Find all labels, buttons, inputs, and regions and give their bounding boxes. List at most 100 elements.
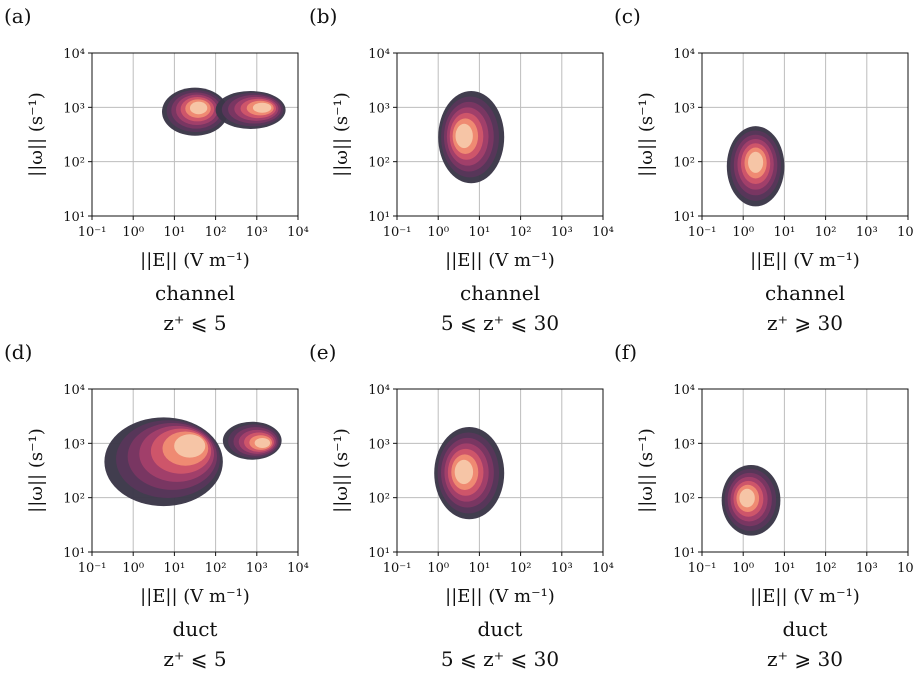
x-tick-label: 10⁴ (897, 225, 914, 240)
x-tick-label: 10⁰ (732, 225, 754, 240)
density-contour (254, 437, 271, 448)
y-tick-label: 10⁴ (63, 383, 85, 398)
panel-caption: duct (173, 617, 218, 641)
panel-subcaption: z⁺ ⩾ 30 (767, 647, 843, 671)
panel-subcaption: 5 ⩽ z⁺ ⩽ 30 (441, 311, 559, 335)
panel-caption: channel (765, 281, 845, 305)
x-tick-label: 10² (815, 561, 837, 576)
y-axis-label: ||ω|| (s⁻¹) (26, 92, 47, 177)
panel-caption: duct (783, 617, 828, 641)
density-contour (748, 151, 764, 173)
axes-frame (91, 388, 299, 553)
panel-3: 10⁻¹ 10⁰ 10¹ 10² 10³ 10⁴ 10¹ 10² 10³ 10⁴ ||E|| (V … (4, 340, 309, 671)
x-tick-label: 10¹ (774, 225, 796, 240)
x-tick-label: 10⁰ (122, 225, 144, 240)
axes-frame (701, 52, 909, 217)
y-tick-label: 10² (673, 492, 695, 507)
x-tick-label: 10² (815, 225, 837, 240)
panel-label: (a) (4, 4, 32, 28)
x-tick-label: 10⁻¹ (78, 561, 107, 576)
y-axis-label: ||ω|| (s⁻¹) (636, 428, 657, 513)
axes-frame (91, 52, 299, 217)
panel-caption: channel (460, 281, 540, 305)
x-tick-label: 10¹ (774, 561, 796, 576)
density-contour (189, 101, 208, 115)
y-tick-label: 10¹ (368, 546, 390, 561)
panel-subcaption: 5 ⩽ z⁺ ⩽ 30 (441, 647, 559, 671)
y-tick-label: 10¹ (368, 210, 390, 225)
density-contour (739, 488, 755, 508)
x-axis-label: ||E|| (V m⁻¹) (445, 586, 555, 607)
x-tick-label: 10⁴ (897, 561, 914, 576)
density-contour (454, 459, 474, 485)
x-tick-label: 10² (205, 225, 227, 240)
y-tick-label: 10⁴ (673, 383, 695, 398)
x-tick-label: 10³ (246, 561, 268, 576)
x-tick-label: 10¹ (469, 561, 491, 576)
x-axis-label: ||E|| (V m⁻¹) (750, 250, 860, 271)
y-tick-label: 10¹ (673, 546, 695, 561)
panel-label: (d) (4, 340, 32, 364)
x-tick-label: 10⁰ (427, 561, 449, 576)
panel-5: 10⁻¹ 10⁰ 10¹ 10² 10³ 10⁴ 10¹ 10² 10³ 10⁴ ||E|| (V … (614, 340, 914, 671)
x-axis-label: ||E|| (V m⁻¹) (750, 586, 860, 607)
x-tick-label: 10¹ (469, 225, 491, 240)
x-tick-label: 10⁴ (287, 225, 309, 240)
x-tick-label: 10⁴ (592, 561, 614, 576)
y-axis-label: ||ω|| (s⁻¹) (331, 428, 352, 513)
x-tick-label: 10⁰ (122, 561, 144, 576)
y-tick-label: 10⁴ (368, 47, 390, 62)
y-axis-label: ||ω|| (s⁻¹) (636, 92, 657, 177)
x-tick-label: 10³ (246, 225, 268, 240)
x-tick-label: 10⁻¹ (383, 225, 412, 240)
density-contour (174, 434, 206, 458)
y-tick-label: 10¹ (63, 546, 85, 561)
density-contour (455, 123, 473, 149)
y-tick-label: 10³ (368, 437, 390, 452)
panel-subcaption: z⁺ ⩽ 5 (163, 647, 226, 671)
panel-caption: duct (478, 617, 523, 641)
density-contour (252, 102, 272, 113)
y-tick-label: 10² (673, 156, 695, 171)
x-axis-label: ||E|| (V m⁻¹) (140, 250, 250, 271)
y-tick-label: 10⁴ (368, 383, 390, 398)
panel-label: (e) (309, 340, 336, 364)
x-tick-label: 10⁴ (592, 225, 614, 240)
panel-0: 10⁻¹ 10⁰ 10¹ 10² 10³ 10⁴ 10¹ 10² 10³ 10⁴ ||E|| (V … (4, 4, 309, 335)
axes-frame (396, 52, 604, 217)
y-tick-label: 10³ (63, 437, 85, 452)
x-tick-label: 10⁻¹ (78, 225, 107, 240)
x-tick-label: 10⁻¹ (688, 561, 717, 576)
panel-2: 10⁻¹ 10⁰ 10¹ 10² 10³ 10⁴ 10¹ 10² 10³ 10⁴ ||E|| (V … (614, 4, 914, 335)
x-tick-label: 10² (205, 561, 227, 576)
axes-frame (396, 388, 604, 553)
panel-label: (c) (614, 4, 641, 28)
y-axis-label: ||ω|| (s⁻¹) (26, 428, 47, 513)
y-tick-label: 10⁴ (63, 47, 85, 62)
y-tick-label: 10³ (673, 101, 695, 116)
x-tick-label: 10¹ (164, 561, 186, 576)
panel-caption: channel (155, 281, 235, 305)
y-tick-label: 10² (368, 492, 390, 507)
x-tick-label: 10³ (856, 561, 878, 576)
y-axis-label: ||ω|| (s⁻¹) (331, 92, 352, 177)
panel-subcaption: z⁺ ⩾ 30 (767, 311, 843, 335)
x-tick-label: 10⁰ (732, 561, 754, 576)
y-tick-label: 10² (368, 156, 390, 171)
x-tick-label: 10⁻¹ (383, 561, 412, 576)
y-tick-label: 10² (63, 156, 85, 171)
x-tick-label: 10¹ (164, 225, 186, 240)
axes-frame (701, 388, 909, 553)
y-tick-label: 10³ (63, 101, 85, 116)
panel-label: (b) (309, 4, 337, 28)
x-axis-label: ||E|| (V m⁻¹) (445, 250, 555, 271)
x-tick-label: 10³ (856, 225, 878, 240)
x-axis-label: ||E|| (V m⁻¹) (140, 586, 250, 607)
x-tick-label: 10⁻¹ (688, 225, 717, 240)
x-tick-label: 10² (510, 561, 532, 576)
y-tick-label: 10³ (368, 101, 390, 116)
panel-label: (f) (614, 340, 637, 364)
y-tick-label: 10⁴ (673, 47, 695, 62)
x-tick-label: 10⁰ (427, 225, 449, 240)
